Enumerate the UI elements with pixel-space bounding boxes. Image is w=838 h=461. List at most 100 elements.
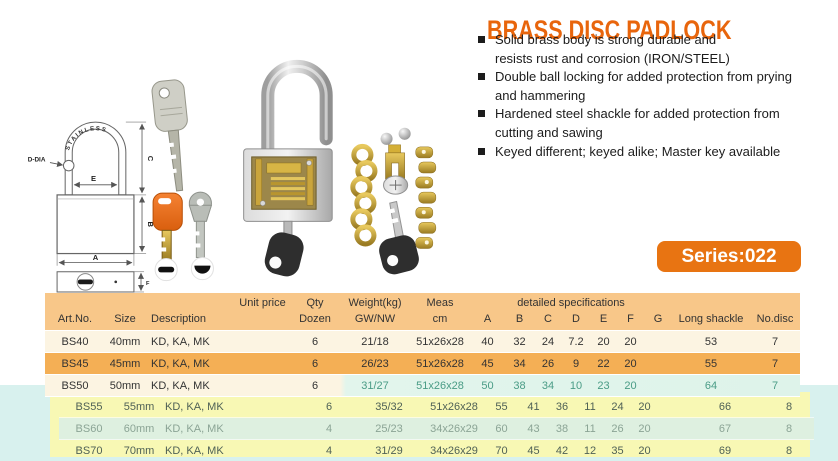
header-cell: GW/NW — [340, 311, 410, 327]
table-row: BS5555mmKD, KA, MK635/3251x26x2855413611… — [59, 396, 814, 418]
table-cell: 7 — [750, 336, 800, 348]
header-cell: Unit price — [235, 295, 290, 311]
table-cell: 45 — [470, 358, 505, 370]
table-cell: BS55 — [59, 401, 119, 413]
table-cell: 9 — [562, 358, 590, 370]
brass-rings — [353, 146, 375, 244]
table-cell: 20 — [631, 401, 658, 413]
table-cell: 11 — [576, 401, 604, 413]
table-cell: 20 — [617, 336, 644, 348]
table-cell: 20 — [590, 336, 617, 348]
product-photo — [138, 50, 462, 290]
feature-item: Double ball locking for added protection… — [478, 68, 830, 105]
table-cell: 67 — [686, 423, 764, 435]
table-cell: KD, KA, MK — [145, 336, 235, 348]
table-cell: 7 — [750, 358, 800, 370]
black-key — [368, 200, 421, 277]
feature-item: Hardened steel shackle for added protect… — [478, 105, 830, 142]
series-badge: Series:022 — [657, 241, 801, 272]
table-cell: 45 — [519, 445, 548, 457]
header-cell: A — [470, 311, 505, 327]
table-cell: 36 — [548, 401, 576, 413]
table-cell: 6 — [304, 401, 354, 413]
table-cell: 35/32 — [354, 401, 424, 413]
padlock-body — [57, 195, 134, 254]
header-cell: E — [590, 311, 617, 327]
d-dia-label: D-DIA — [28, 157, 46, 164]
table-cell: 8 — [764, 401, 814, 413]
header-cell: D — [562, 311, 590, 327]
cutaway-padlock — [244, 66, 333, 279]
keyway-slot — [78, 279, 93, 284]
table-cell: BS70 — [59, 445, 119, 457]
spec-table-main: Unit priceQtyWeight(kg)Measdetailed spec… — [45, 293, 800, 397]
square-bullet-icon — [478, 73, 485, 80]
table-cell: KD, KA, MK — [159, 423, 249, 435]
catalog-page: STAINLESS D-DIA E C B A F — [0, 0, 838, 461]
table-cell: 20 — [617, 380, 644, 392]
table-cell: 20 — [617, 358, 644, 370]
table-cell: 51x26x28 — [424, 401, 484, 413]
table-row: BS6060mmKD, KA, MK425/2334x26x2960433811… — [59, 418, 814, 440]
table-cell: 26/23 — [340, 358, 410, 370]
table-cell: 20 — [631, 423, 658, 435]
table-cell: 55mm — [119, 401, 159, 413]
table-cell: 66 — [686, 401, 764, 413]
table-cell: 7.2 — [562, 336, 590, 348]
table-cell: 43 — [519, 423, 548, 435]
feature-line: Hardened steel shackle for added protect… — [495, 105, 830, 124]
table-cell: 69 — [686, 445, 764, 457]
table-cell: 6 — [290, 336, 340, 348]
header-cell: Dozen — [290, 311, 340, 327]
table-cell: 38 — [548, 423, 576, 435]
table-cell: 26 — [534, 358, 562, 370]
locking-mechanism-parts — [380, 128, 410, 194]
padlock-bottom-view — [57, 272, 134, 292]
header-cell: G — [644, 311, 672, 327]
square-bullet-icon — [478, 110, 485, 117]
table-cell: 60 — [484, 423, 519, 435]
table-cell: 10 — [562, 380, 590, 392]
table-cell: 12 — [576, 445, 604, 457]
table-cell: 32 — [505, 336, 534, 348]
table-cell: 51x26x28 — [410, 358, 470, 370]
d-dia-leader — [50, 163, 63, 166]
table-cell: 51x26x28 — [410, 380, 470, 392]
spec-table-header: Unit priceQtyWeight(kg)Measdetailed spec… — [45, 293, 800, 331]
square-bullet-icon — [478, 148, 485, 155]
header-cell: cm — [410, 311, 470, 327]
table-cell: 23 — [590, 380, 617, 392]
brass-discs — [416, 147, 436, 249]
table-cell: 34x26x29 — [424, 423, 484, 435]
table-cell: 6 — [290, 380, 340, 392]
table-cell: 70mm — [119, 445, 159, 457]
table-cell: 51x26x28 — [410, 336, 470, 348]
table-cell: 55 — [672, 358, 750, 370]
header-detailed-specifications: detailed specifications — [470, 295, 672, 311]
table-cell: 35 — [604, 445, 631, 457]
table-cell: 21/18 — [340, 336, 410, 348]
feature-item: Solid brass body is strong durable andre… — [478, 31, 830, 68]
silver-key — [151, 79, 195, 192]
table-cell: 34 — [534, 380, 562, 392]
feature-line: cutting and sawing — [495, 124, 830, 143]
table-cell: 22 — [590, 358, 617, 370]
table-cell: BS60 — [59, 423, 119, 435]
table-cell: 24 — [534, 336, 562, 348]
table-cell: KD, KA, MK — [159, 401, 249, 413]
table-row: BS4040mmKD, KA, MK621/1851x26x284032247.… — [45, 331, 800, 353]
table-cell: 4 — [304, 423, 354, 435]
table-cell: 45mm — [105, 358, 145, 370]
table-cell: 38 — [505, 380, 534, 392]
orange-key — [153, 193, 182, 281]
table-cell: BS40 — [45, 336, 105, 348]
dim-a-label: A — [93, 253, 99, 262]
table-cell: 40 — [470, 336, 505, 348]
header-cell: Size — [105, 311, 145, 327]
table-cell: KD, KA, MK — [145, 358, 235, 370]
header-cell: F — [617, 311, 644, 327]
header-cell: Description — [145, 311, 235, 327]
table-cell: 26 — [604, 423, 631, 435]
header-cell: B — [505, 311, 534, 327]
feature-line: Solid brass body is strong durable and — [495, 31, 830, 50]
